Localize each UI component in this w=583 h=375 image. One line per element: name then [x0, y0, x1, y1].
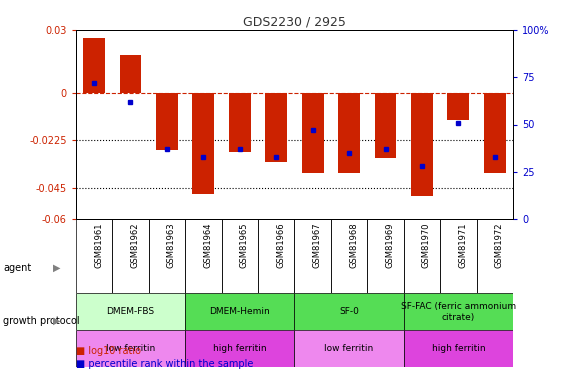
Bar	[76, 293, 185, 330]
Bar	[338, 93, 360, 173]
Text: GSM81962: GSM81962	[131, 223, 139, 268]
Bar	[403, 293, 513, 330]
Text: low ferritin: low ferritin	[325, 344, 374, 353]
Text: GSM81961: GSM81961	[94, 223, 103, 268]
Text: low ferritin: low ferritin	[106, 344, 155, 353]
Text: SF-0: SF-0	[339, 307, 359, 316]
Text: DMEM-FBS: DMEM-FBS	[106, 307, 154, 316]
Bar	[484, 93, 505, 173]
Bar	[156, 93, 178, 150]
Text: high ferritin: high ferritin	[213, 344, 266, 353]
Bar	[374, 93, 396, 158]
Text: GSM81965: GSM81965	[240, 223, 249, 268]
Bar	[447, 93, 469, 120]
Bar	[294, 330, 403, 368]
Text: agent: agent	[3, 263, 31, 273]
Text: SF-FAC (ferric ammonium
citrate): SF-FAC (ferric ammonium citrate)	[401, 302, 516, 321]
Bar	[83, 38, 105, 93]
Text: GSM81963: GSM81963	[167, 223, 176, 268]
Text: GSM81971: GSM81971	[458, 223, 468, 268]
Text: GSM81964: GSM81964	[203, 223, 212, 268]
Bar	[302, 93, 324, 173]
Bar	[185, 293, 294, 330]
Text: ▶: ▶	[52, 316, 60, 326]
Bar	[265, 93, 287, 162]
Bar	[411, 93, 433, 196]
Bar	[120, 55, 141, 93]
Text: GSM81970: GSM81970	[422, 223, 431, 268]
Bar	[294, 293, 403, 330]
Bar	[192, 93, 215, 194]
Title: GDS2230 / 2925: GDS2230 / 2925	[243, 16, 346, 29]
Text: GSM81972: GSM81972	[495, 223, 504, 268]
Text: GSM81968: GSM81968	[349, 223, 358, 268]
Bar	[76, 330, 185, 368]
Bar	[229, 93, 251, 152]
Text: ■ log10 ratio: ■ log10 ratio	[76, 346, 141, 355]
Text: growth protocol: growth protocol	[3, 316, 79, 326]
Text: GSM81966: GSM81966	[276, 223, 285, 268]
Text: high ferritin: high ferritin	[431, 344, 485, 353]
Text: GSM81969: GSM81969	[385, 223, 395, 268]
Text: GSM81967: GSM81967	[312, 223, 322, 268]
Bar	[185, 330, 294, 368]
Bar	[403, 330, 513, 368]
Text: ■ percentile rank within the sample: ■ percentile rank within the sample	[76, 359, 253, 369]
Text: DMEM-Hemin: DMEM-Hemin	[209, 307, 270, 316]
Text: ▶: ▶	[52, 263, 60, 273]
